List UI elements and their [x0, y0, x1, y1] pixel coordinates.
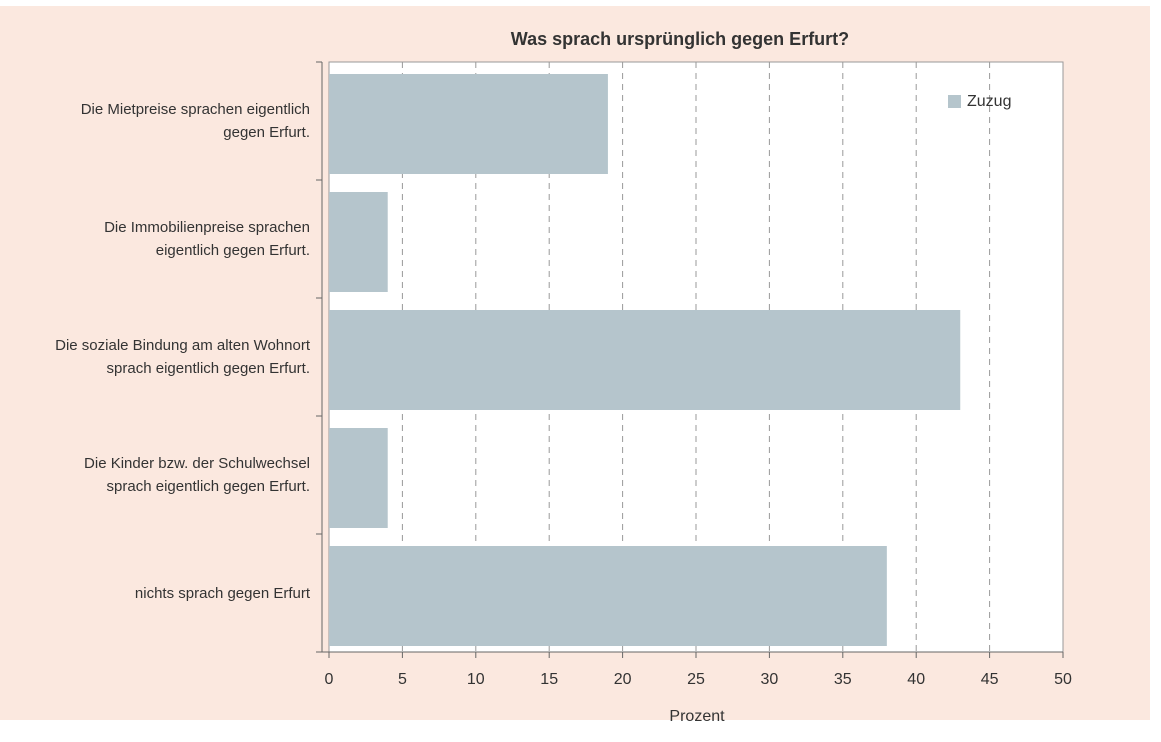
x-axis-label: Prozent	[669, 708, 725, 725]
x-tick-label: 40	[907, 671, 925, 688]
x-tick-label: 15	[540, 671, 558, 688]
y-tick-label: nichts sprach gegen Erfurt	[134, 584, 310, 602]
y-tick-label: Die Mietpreise sprachen eigentlich gegen…	[80, 101, 310, 141]
x-tick-label: 20	[614, 671, 632, 688]
x-tick-label: 30	[761, 671, 779, 688]
x-tick-label: 45	[981, 671, 999, 688]
x-tick-label: 35	[834, 671, 852, 688]
x-tick-label: 50	[1054, 671, 1072, 688]
bar	[329, 192, 388, 292]
x-tick-label: 10	[467, 671, 485, 688]
y-tick-label: Die Immobilienpreise sprachen eigentlich…	[104, 219, 310, 259]
bar	[329, 428, 388, 528]
x-tick-label: 5	[398, 671, 407, 688]
y-tick-label: Die Kinder bzw. der Schulwechsel sprach …	[84, 455, 310, 495]
bar	[329, 74, 608, 174]
x-tick-label: 0	[325, 671, 334, 688]
y-tick-label: Die soziale Bindung am alten Wohnort spr…	[55, 337, 310, 377]
legend-swatch	[948, 95, 961, 108]
legend-label: Zuzug	[967, 93, 1011, 110]
bar	[329, 546, 887, 646]
bar	[329, 310, 961, 410]
chart-title: Was sprach ursprünglich gegen Erfurt?	[511, 29, 849, 49]
x-tick-label: 25	[687, 671, 705, 688]
